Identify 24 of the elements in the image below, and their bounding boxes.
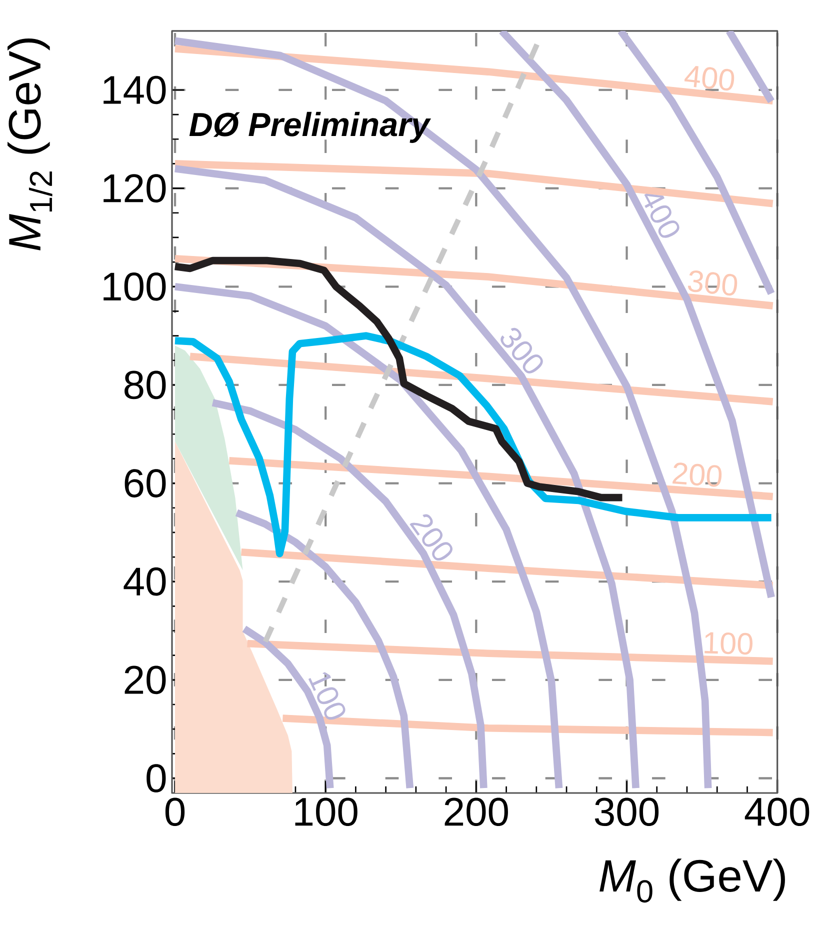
x-tick-label: 0: [165, 798, 185, 826]
y-tick-label: 100: [104, 272, 166, 301]
annotation: DØ Preliminary: [189, 112, 432, 143]
x-tick-label: 300: [594, 798, 659, 826]
annotation: 300: [500, 328, 543, 374]
annotation: 400: [684, 66, 734, 91]
annotation: 200: [410, 514, 453, 561]
x-axis-title: M$_{0}$ (GeV): [600, 858, 785, 903]
y-tick-label: 140: [104, 76, 166, 104]
annotation: 100: [308, 672, 346, 720]
y-tick-label: 0: [146, 764, 166, 792]
x-tick-label: 200: [444, 798, 508, 826]
y-tick-label: 60: [124, 469, 166, 498]
y-tick-label: 40: [124, 567, 166, 596]
annotation: 100: [704, 632, 752, 655]
x-tick-label: 400: [744, 798, 810, 826]
x-tick-label: 100: [295, 798, 358, 826]
annotation: 400: [644, 194, 680, 238]
annotation: 300: [688, 270, 738, 296]
y-axis-title: M$_{1/2}$ (GeV): [8, 38, 52, 250]
annotation: 200: [672, 462, 722, 487]
y-tick-label: 20: [124, 666, 166, 694]
y-tick-label: 120: [104, 174, 166, 202]
y-tick-label: 80: [124, 370, 166, 400]
